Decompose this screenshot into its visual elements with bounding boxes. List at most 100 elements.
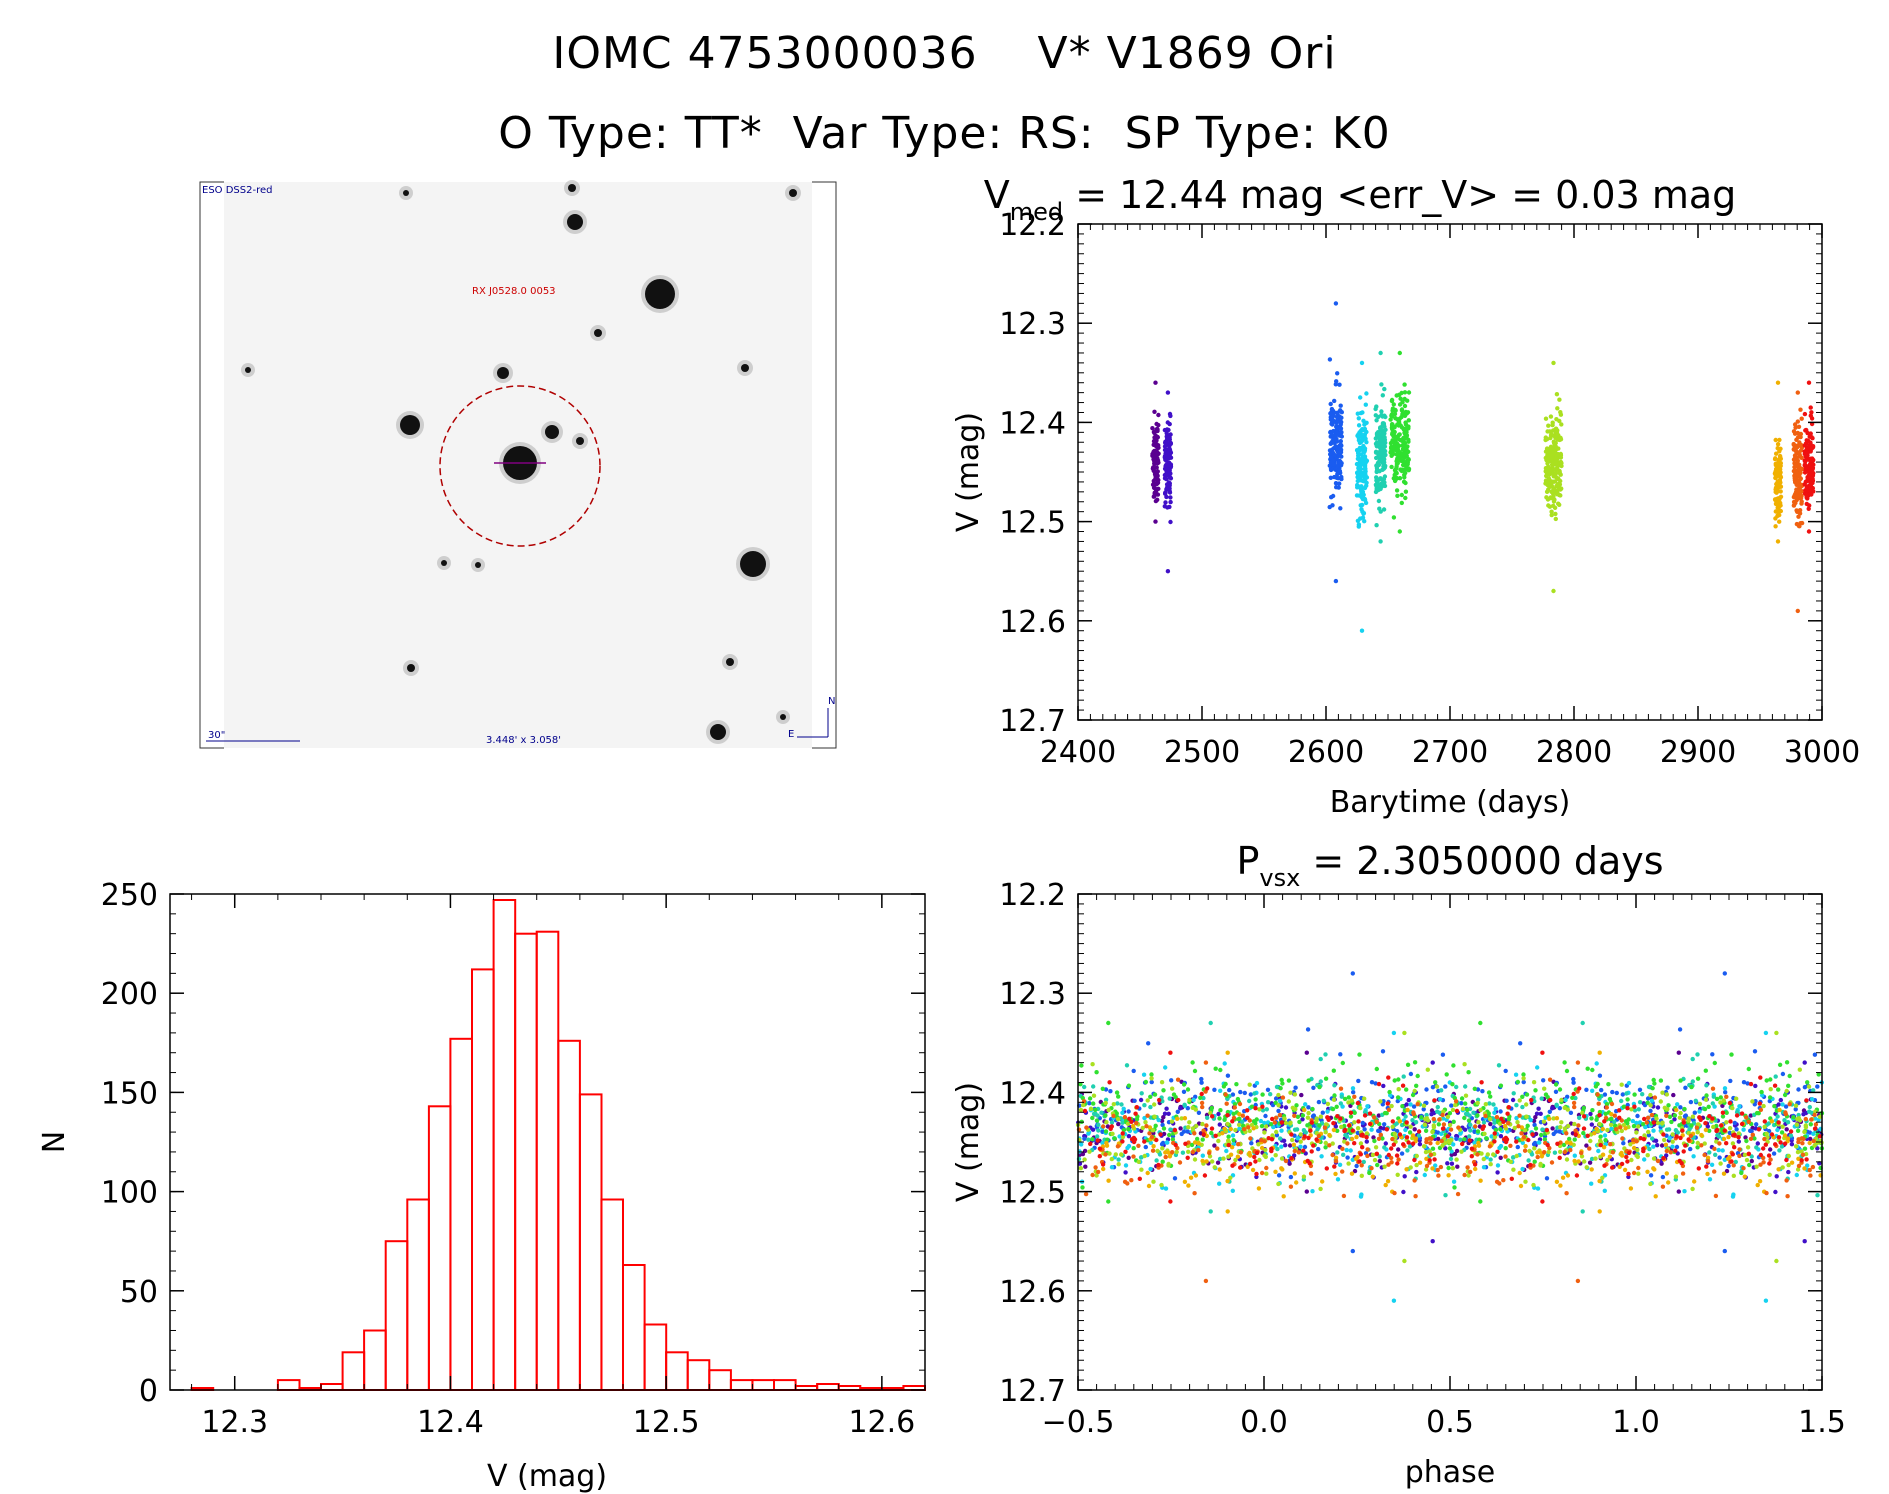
phased-point bbox=[1628, 1142, 1633, 1147]
phased-point bbox=[1117, 1134, 1122, 1139]
light-curve-point bbox=[1553, 467, 1558, 472]
phased-point bbox=[1423, 1128, 1429, 1134]
phased-point bbox=[1812, 1112, 1817, 1118]
light-curve-point bbox=[1791, 499, 1797, 505]
phased-point bbox=[1269, 1137, 1275, 1142]
phased-point bbox=[1726, 1134, 1731, 1140]
light-curve-point bbox=[1330, 493, 1336, 499]
phased-point bbox=[1236, 1122, 1242, 1128]
phased-point bbox=[1217, 1122, 1223, 1127]
phased-point bbox=[1280, 1081, 1285, 1086]
phased-point bbox=[1270, 1133, 1275, 1138]
phased-point bbox=[1195, 1136, 1200, 1142]
phased-point bbox=[1540, 1050, 1545, 1055]
histogram-bar bbox=[363, 1329, 387, 1391]
light-curve-point bbox=[1333, 481, 1339, 486]
light-curve-point bbox=[1379, 382, 1384, 387]
phased-point bbox=[1078, 1082, 1083, 1087]
phased-point bbox=[1148, 1094, 1153, 1100]
phased-point bbox=[1808, 1122, 1814, 1127]
phased-point bbox=[1348, 1148, 1353, 1153]
light-curve-point bbox=[1548, 444, 1554, 449]
phased-point bbox=[1448, 1127, 1454, 1132]
phased-point bbox=[1079, 1142, 1084, 1147]
phased-point bbox=[1350, 1086, 1356, 1091]
light-curve-point bbox=[1550, 422, 1555, 428]
phased-point bbox=[1652, 1167, 1657, 1172]
light-curve-point bbox=[1361, 511, 1367, 516]
phased-point bbox=[1520, 1166, 1525, 1172]
light-curve-point bbox=[1805, 487, 1811, 493]
phased-point bbox=[1296, 1150, 1302, 1155]
phased-point bbox=[1528, 1162, 1533, 1168]
phased-point bbox=[1355, 1126, 1361, 1131]
light-curve-point bbox=[1807, 503, 1812, 508]
phased-point bbox=[1208, 1110, 1213, 1116]
phased-point bbox=[1232, 1102, 1238, 1107]
phased-point bbox=[1447, 1111, 1453, 1116]
phased-point bbox=[1106, 1107, 1111, 1113]
phased-point bbox=[1573, 1128, 1578, 1133]
light-curve-axes: 2400 2500 2600 2700 2800 2900 300012.212.312.4… bbox=[999, 208, 1860, 770]
light-curve-point bbox=[1356, 423, 1362, 428]
phased-point bbox=[1373, 1145, 1379, 1150]
phased-point bbox=[1084, 1125, 1089, 1130]
phased-point bbox=[1702, 1141, 1707, 1146]
light-curve-point bbox=[1362, 496, 1368, 502]
phased-point bbox=[1577, 1086, 1582, 1091]
phased-point bbox=[1782, 1141, 1788, 1146]
x-tick-label: 2800 bbox=[1536, 735, 1612, 770]
phased-point bbox=[1324, 1166, 1330, 1171]
phased-point bbox=[1145, 1098, 1150, 1103]
light-curve-point bbox=[1808, 405, 1813, 410]
phased-point bbox=[1720, 1148, 1725, 1153]
light-curve-point bbox=[1338, 403, 1343, 408]
phased-point bbox=[1558, 1183, 1563, 1188]
phased-point bbox=[1728, 1119, 1733, 1124]
phased-point bbox=[1744, 1138, 1749, 1144]
phased-point bbox=[1283, 1143, 1288, 1148]
light-curve-point bbox=[1397, 402, 1403, 407]
phased-point bbox=[1498, 1083, 1504, 1088]
y-tick-label: 12.3 bbox=[999, 977, 1066, 1012]
phased-point bbox=[1422, 1122, 1428, 1127]
finder-chart: ESO DSS2-red RX J0528.0 0053 30" 3.448' … bbox=[199, 180, 837, 749]
phased-point bbox=[1491, 1102, 1496, 1107]
light-curve-ylabel: V (mag) bbox=[951, 412, 986, 532]
phased-point bbox=[1404, 1087, 1409, 1092]
light-curve-point bbox=[1773, 475, 1778, 480]
phased-point bbox=[1465, 1107, 1470, 1113]
histogram-xlabel: V (mag) bbox=[487, 1459, 607, 1494]
phased-point bbox=[1450, 1166, 1456, 1171]
light-curve-point bbox=[1808, 431, 1813, 436]
phased-point bbox=[1185, 1106, 1191, 1111]
phased-point bbox=[1795, 1128, 1801, 1134]
y-tick-label: 200 bbox=[101, 977, 158, 1012]
phased-point bbox=[1436, 1122, 1442, 1127]
phased-point bbox=[1695, 1130, 1700, 1135]
phased-point bbox=[1149, 1072, 1154, 1077]
phased-point bbox=[1511, 1167, 1516, 1172]
light-curve-point bbox=[1797, 432, 1802, 437]
phased-point bbox=[1626, 1150, 1632, 1156]
light-curve-point bbox=[1151, 494, 1157, 499]
histogram-bar bbox=[729, 1379, 754, 1391]
phased-point bbox=[1337, 1162, 1343, 1168]
phased-point bbox=[1231, 1115, 1237, 1121]
light-curve-point bbox=[1154, 451, 1160, 457]
phased-point bbox=[1784, 1157, 1789, 1163]
x-tick-label: 12.4 bbox=[417, 1405, 484, 1440]
phased-point bbox=[1817, 1114, 1823, 1120]
light-curve-point bbox=[1168, 471, 1173, 476]
light-curve-point bbox=[1773, 524, 1778, 529]
light-curve-point bbox=[1335, 424, 1340, 429]
light-curve-point bbox=[1153, 437, 1158, 442]
phased-point bbox=[1079, 1063, 1084, 1068]
phased-point bbox=[1601, 1145, 1607, 1150]
light-curve-point bbox=[1778, 446, 1783, 451]
phased-point bbox=[1540, 1127, 1545, 1132]
phased-point bbox=[1655, 1143, 1660, 1148]
phased-point bbox=[1722, 1248, 1728, 1254]
light-curve-point bbox=[1383, 414, 1388, 420]
